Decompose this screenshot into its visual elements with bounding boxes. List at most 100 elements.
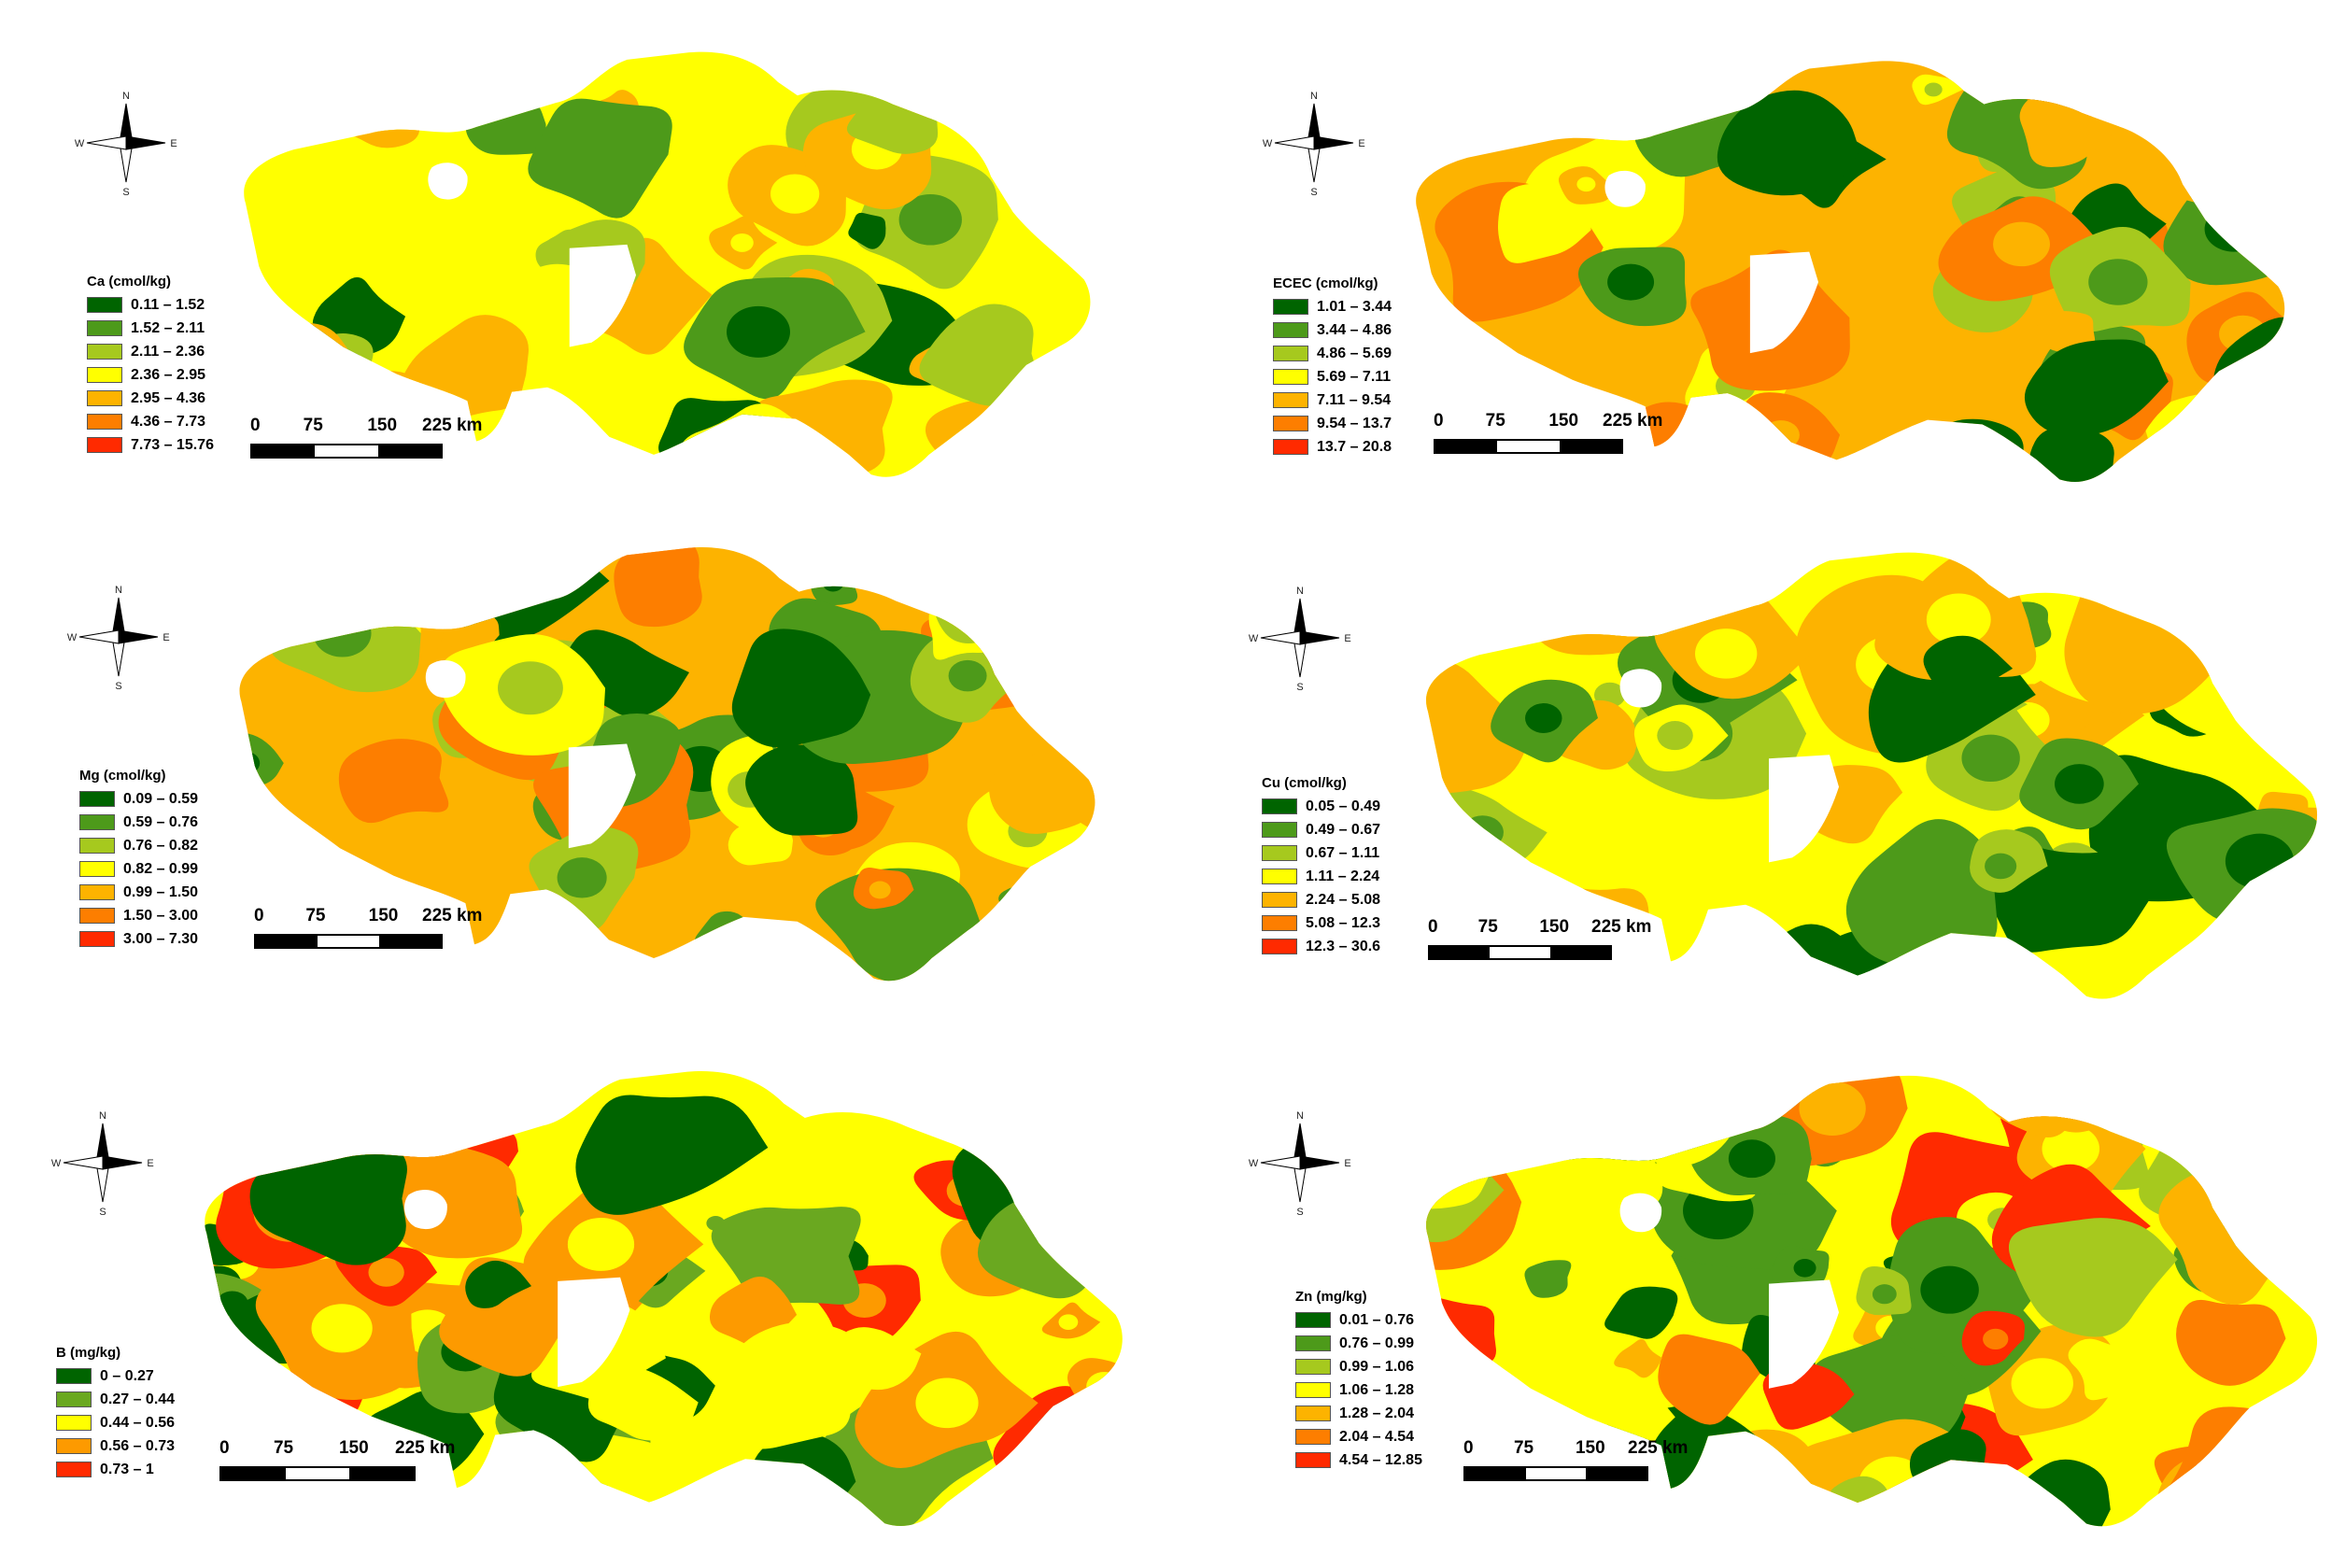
legend-item: 3.44 – 4.86 bbox=[1273, 318, 1392, 342]
legend-swatch bbox=[1295, 1359, 1331, 1375]
map-zone bbox=[2042, 1124, 2100, 1173]
scale-tick-label: 75 bbox=[1477, 917, 1498, 937]
map-zone bbox=[1717, 90, 1860, 196]
compass-arm bbox=[63, 1155, 104, 1170]
compass-arm bbox=[125, 135, 166, 150]
scale-labels: 0 75 150 225 km bbox=[1463, 1438, 1688, 1461]
legend-swatch bbox=[1295, 1429, 1331, 1445]
map-zone bbox=[1010, 51, 1076, 90]
map-zone bbox=[359, 1089, 430, 1146]
legend-label: 5.08 – 12.3 bbox=[1306, 914, 1381, 931]
map-zone bbox=[614, 547, 702, 628]
legend-label: 7.11 – 9.54 bbox=[1317, 391, 1392, 408]
scale-segment bbox=[1465, 1468, 1526, 1479]
map-zone bbox=[338, 739, 449, 824]
legend-label: 0.59 – 0.76 bbox=[123, 813, 199, 830]
compass-arm bbox=[102, 1155, 143, 1170]
map-zone bbox=[1048, 547, 1090, 576]
scale-bar-segments bbox=[250, 444, 443, 459]
legend-label: 0.44 – 0.56 bbox=[100, 1414, 176, 1431]
scale-bar: 0 75 150 225 km bbox=[219, 1438, 455, 1481]
map-zone bbox=[567, 1217, 635, 1271]
scale-tick-label: 150 bbox=[1548, 411, 1579, 431]
map-panel-cu: N S W E Cu (cmol/kg) 0.05 – 0.49 0.49 – 0.67… bbox=[1166, 523, 2332, 1045]
map-zone bbox=[465, 87, 547, 155]
map-zone bbox=[498, 661, 563, 715]
legend-swatch bbox=[56, 1462, 92, 1477]
scale-tick-label: 0 bbox=[1434, 411, 1444, 431]
legend-label: 2.24 – 5.08 bbox=[1306, 891, 1381, 908]
scale-tick-label: 0 bbox=[250, 416, 261, 435]
map-zone bbox=[1657, 721, 1693, 751]
legend-item: 7.11 – 9.54 bbox=[1273, 388, 1392, 412]
legend-swatch bbox=[79, 861, 115, 877]
map-zone bbox=[1036, 355, 1091, 430]
map-zone bbox=[2236, 180, 2285, 239]
map-zone bbox=[1554, 1487, 1617, 1526]
scale-segment bbox=[1549, 947, 1610, 958]
scale-tick-label: 75 bbox=[273, 1438, 294, 1458]
compass-label-e: E bbox=[1344, 1158, 1350, 1169]
scale-segment bbox=[315, 445, 378, 457]
legend-label: 13.7 – 20.8 bbox=[1317, 438, 1392, 455]
map-zone bbox=[1107, 1232, 1123, 1251]
scale-tick-label: 75 bbox=[303, 416, 323, 435]
scale-tick-label: 225 km bbox=[422, 906, 483, 925]
legend-label: 12.3 – 30.6 bbox=[1306, 938, 1381, 954]
legend-item: 0.27 – 0.44 bbox=[56, 1388, 175, 1411]
scale-bar: 0 75 150 225 km bbox=[250, 416, 482, 459]
map-panel-mg: N S W E Mg (cmol/kg) 0.09 – 0.59 0.59 – 0.76… bbox=[0, 523, 1166, 1045]
map-zone bbox=[875, 51, 943, 102]
map-zone bbox=[1083, 1213, 1123, 1261]
map-zone bbox=[293, 333, 374, 417]
legend-label: 4.86 – 5.69 bbox=[1317, 345, 1392, 361]
legend-title: B (mg/kg) bbox=[56, 1345, 121, 1361]
map-zone bbox=[587, 1362, 699, 1441]
legend-item: 1.06 – 1.28 bbox=[1295, 1378, 1422, 1402]
map-zone bbox=[1038, 422, 1091, 477]
north-arrow-icon: N S W E bbox=[1249, 1110, 1351, 1218]
legend-label: 4.54 – 12.85 bbox=[1339, 1451, 1422, 1468]
legend-label: 1.28 – 2.04 bbox=[1339, 1405, 1415, 1421]
legend-item: 5.69 – 7.11 bbox=[1273, 365, 1392, 388]
scale-tick-label: 225 km bbox=[395, 1438, 456, 1458]
legend-item: 1.28 – 2.04 bbox=[1295, 1402, 1422, 1425]
legend-item: 0.49 – 0.67 bbox=[1262, 818, 1380, 841]
scale-tick-label: 150 bbox=[368, 906, 399, 925]
legend-item: 2.36 – 2.95 bbox=[87, 363, 214, 387]
map-zone bbox=[1872, 1284, 1897, 1305]
map-zone bbox=[731, 629, 871, 748]
map-zone bbox=[465, 1260, 532, 1308]
legend-label: 9.54 – 13.7 bbox=[1317, 415, 1392, 431]
map-zone bbox=[1695, 629, 1758, 679]
legend-swatch bbox=[79, 838, 115, 854]
legend-item: 3.00 – 7.30 bbox=[79, 927, 198, 951]
scale-bar: 0 75 150 225 km bbox=[254, 906, 482, 949]
scale-tick-label: 225 km bbox=[422, 416, 483, 435]
map-zone bbox=[2212, 615, 2261, 658]
legend-swatch bbox=[1273, 439, 1308, 455]
legend-label: 0.05 – 0.49 bbox=[1306, 798, 1381, 814]
map-zone bbox=[1065, 432, 1091, 460]
legend-swatch bbox=[79, 908, 115, 924]
scale-bar-segments bbox=[1463, 1466, 1648, 1481]
map-zone bbox=[1761, 420, 1800, 450]
map-zone bbox=[205, 1071, 348, 1156]
map-zone bbox=[557, 857, 607, 898]
legend-item: 0 – 0.27 bbox=[56, 1364, 175, 1388]
scale-tick-label: 150 bbox=[367, 416, 398, 435]
map-zone bbox=[575, 1095, 769, 1215]
legend-mg: Mg (cmol/kg) 0.09 – 0.59 0.59 – 0.76 0.76 … bbox=[79, 768, 198, 951]
legend-swatch bbox=[56, 1415, 92, 1431]
scale-segment bbox=[285, 1468, 350, 1479]
legend-label: 1.01 – 3.44 bbox=[1317, 298, 1392, 315]
scale-segment bbox=[1586, 1468, 1647, 1479]
legend-swatch bbox=[79, 791, 115, 807]
map-zone bbox=[1037, 170, 1079, 205]
scale-segment bbox=[318, 936, 379, 947]
north-arrow-icon: N S W E bbox=[67, 585, 170, 692]
legend-label: 0.99 – 1.06 bbox=[1339, 1358, 1415, 1375]
legend-item: 0.11 – 1.52 bbox=[87, 293, 214, 317]
map-zone bbox=[1028, 51, 1091, 130]
compass-label-s: S bbox=[1296, 1207, 1303, 1218]
